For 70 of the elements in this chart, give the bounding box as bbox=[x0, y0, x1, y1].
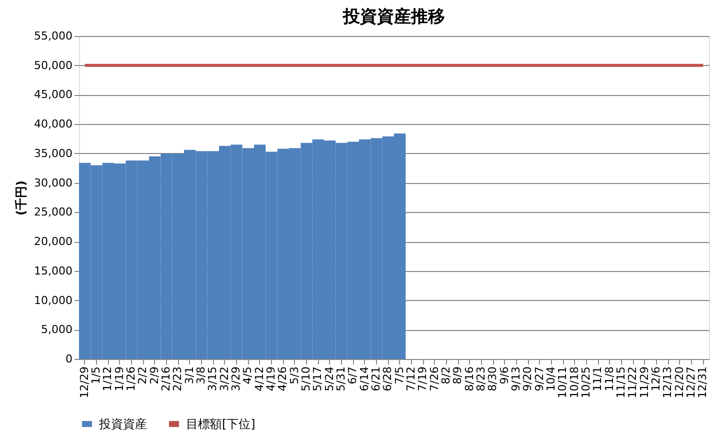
y-tick-label: 30,000 bbox=[34, 176, 72, 190]
x-tick-label: 6/7 bbox=[346, 366, 360, 384]
x-tick-label: 7/26 bbox=[428, 366, 441, 392]
x-tick-label: 5/3 bbox=[288, 366, 301, 384]
x-tick-label: 6/28 bbox=[381, 366, 394, 392]
x-tick-label: 11/22 bbox=[626, 366, 640, 398]
x-tick-label: 12/29 bbox=[78, 366, 91, 398]
x-tick-label: 3/22 bbox=[218, 366, 231, 392]
chart-title: 投資資産推移 bbox=[342, 7, 445, 27]
x-tick-label: 5/24 bbox=[322, 366, 336, 392]
x-tick-label: 8/9 bbox=[451, 366, 464, 384]
y-tick-label: 20,000 bbox=[34, 235, 72, 248]
x-tick-label: 4/5 bbox=[241, 366, 254, 384]
legend-label: 目標額[下位] bbox=[186, 417, 256, 431]
legend-label: 投資資産 bbox=[98, 417, 147, 431]
y-axis-title: (千円) bbox=[14, 180, 28, 216]
x-tick-label: 12/27 bbox=[684, 366, 698, 398]
x-tick-label: 6/21 bbox=[370, 366, 382, 392]
x-tick-label: 8/16 bbox=[462, 366, 476, 392]
x-tick-label: 2/2 bbox=[136, 366, 150, 384]
x-tick-label: 10/4 bbox=[544, 366, 558, 392]
x-tick-label: 8/2 bbox=[440, 366, 452, 384]
x-tick-label: 7/12 bbox=[404, 366, 418, 392]
x-tick-label: 10/18 bbox=[568, 366, 581, 398]
x-tick-label: 3/15 bbox=[206, 366, 220, 392]
x-tick-label: 10/25 bbox=[580, 366, 592, 398]
y-tick-label: 25,000 bbox=[34, 206, 72, 219]
x-tick-label: 4/19 bbox=[264, 366, 278, 392]
x-tick-label: 9/13 bbox=[510, 366, 522, 392]
x-tick-label: 1/12 bbox=[101, 366, 114, 392]
x-tick-label: 12/13 bbox=[661, 366, 674, 398]
y-tick-label: 10,000 bbox=[34, 294, 72, 307]
x-tick-label: 2/9 bbox=[148, 366, 161, 384]
x-tick-label: 3/1 bbox=[182, 366, 196, 384]
x-tick-label: 5/31 bbox=[334, 366, 348, 392]
x-tick-label: 8/23 bbox=[474, 366, 488, 392]
x-tick-label: 3/8 bbox=[194, 366, 208, 384]
y-tick-label: 45,000 bbox=[34, 88, 72, 102]
y-tick-label: 55,000 bbox=[34, 30, 72, 42]
y-tick-label: 0 bbox=[66, 352, 72, 366]
x-tick-label: 10/11 bbox=[556, 366, 570, 398]
x-tick-label: 4/12 bbox=[252, 366, 266, 392]
x-tick-label: 12/6 bbox=[650, 366, 662, 392]
x-tick-label: 12/20 bbox=[672, 366, 686, 398]
x-tick-label: 7/19 bbox=[416, 366, 430, 392]
x-tick-label: 7/5 bbox=[392, 366, 406, 384]
x-tick-label: 5/10 bbox=[300, 366, 312, 392]
x-tick-label: 1/19 bbox=[112, 366, 126, 392]
x-tick-label: 11/1 bbox=[591, 366, 604, 392]
y-tick-label: 35,000 bbox=[34, 146, 72, 160]
y-tick-label: 50,000 bbox=[34, 58, 72, 72]
y-tick-label: 5,000 bbox=[41, 323, 72, 336]
x-tick-label: 5/17 bbox=[311, 366, 324, 392]
x-tick-label: 11/29 bbox=[638, 366, 651, 398]
x-tick-label: 11/15 bbox=[614, 366, 628, 398]
x-tick-label: 9/27 bbox=[532, 366, 546, 392]
x-tick-label: 1/26 bbox=[124, 366, 138, 392]
x-tick-label: 2/16 bbox=[160, 366, 172, 392]
x-tick-label: 11/8 bbox=[602, 366, 616, 392]
x-tick-label: 12/31 bbox=[696, 366, 710, 398]
x-tick-label: 3/29 bbox=[230, 366, 242, 392]
x-tick-label: 6/14 bbox=[358, 366, 371, 392]
x-tick-label: 9/20 bbox=[521, 366, 534, 392]
x-tick-label: 4/26 bbox=[276, 366, 290, 392]
x-tick-label: 2/23 bbox=[171, 366, 184, 392]
y-tick-label: 40,000 bbox=[34, 118, 72, 131]
x-tick-label: 8/30 bbox=[486, 366, 500, 392]
x-tick-label: 1/5 bbox=[90, 366, 102, 384]
x-tick-label: 9/6 bbox=[498, 366, 511, 384]
y-tick-label: 15,000 bbox=[34, 264, 72, 278]
